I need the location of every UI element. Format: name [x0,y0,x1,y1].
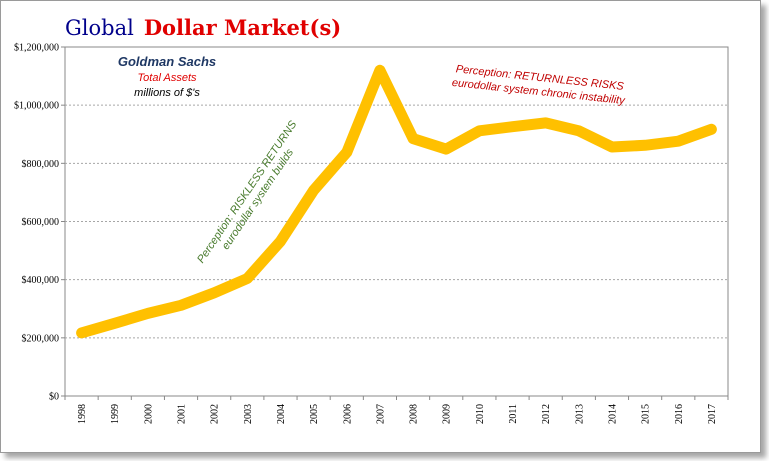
x-tick-label: 2006 [342,404,353,424]
x-tick-label: 2013 [574,404,585,424]
y-axis: $0 $200,000 $400,000 $600,000 $800,000 $1,000… [14,43,65,403]
y-tick-label: $200,000 [22,333,60,344]
chart-frame: Global Dollar Market(s) $0 $200,000 $400,0… [0,0,761,453]
x-tick-label: 2003 [243,404,254,424]
x-tick-label: 2009 [442,404,453,424]
y-tick-label: $1,200,000 [14,43,59,54]
y-tick-label: $600,000 [22,217,60,228]
title-part-1: Global [65,16,134,40]
x-tick-label: 2000 [143,404,154,424]
metric-label: Total Assets [137,72,197,84]
chart-svg: Global Dollar Market(s) $0 $200,000 $400,0… [14,15,729,424]
x-tick-label: 2011 [508,404,519,424]
company-label: Goldman Sachs [118,54,216,69]
x-axis: 1998 1999 2000 2001 2002 2003 2004 2005 2006 2007… [64,396,729,424]
x-tick-label: 2010 [475,404,486,424]
x-tick-label: 2014 [607,404,618,424]
y-tick-label: $800,000 [22,159,60,170]
y-tick-label: $400,000 [22,275,60,286]
x-tick-label: 2012 [541,404,552,424]
x-tick-label: 1999 [110,404,121,424]
x-tick-label: 2005 [309,404,320,424]
x-tick-label: 2017 [707,404,718,424]
x-tick-label: 2001 [177,404,188,424]
series-line [76,64,717,339]
x-tick-label: 2007 [375,404,386,424]
series-group [76,64,717,339]
x-tick-label: 2015 [641,404,652,424]
gridlines [65,104,728,339]
x-tick-label: 2008 [409,404,420,424]
x-tick-label: 2002 [210,404,221,424]
title-part-2: Dollar Market(s) [144,15,341,40]
y-tick-label: $1,000,000 [14,101,59,112]
units-label: millions of $'s [134,87,200,99]
chart-title: Global Dollar Market(s) [65,15,341,40]
x-tick-label: 1998 [77,404,88,424]
y-tick-label: $0 [49,392,59,403]
x-tick-label: 2016 [674,404,685,424]
x-tick-label: 2004 [276,404,287,424]
